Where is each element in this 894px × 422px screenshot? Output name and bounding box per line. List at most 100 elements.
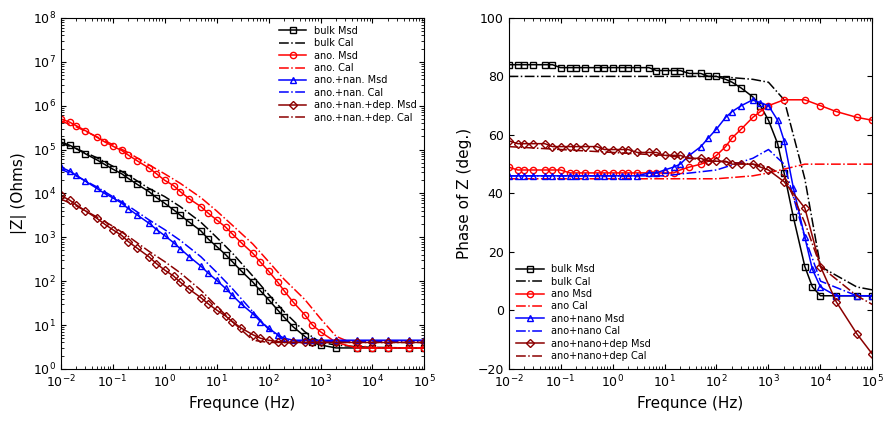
ano. Cal xyxy=(367,346,377,351)
ano Msd xyxy=(763,103,773,108)
ano+nano+dep Msd xyxy=(511,141,522,146)
bulk Msd xyxy=(331,346,342,351)
ano+nano+dep Msd xyxy=(564,144,575,149)
ano+nano Cal xyxy=(850,293,861,298)
ano.+nan.+dep. Msd xyxy=(91,216,102,221)
ano+nano Msd xyxy=(806,267,817,272)
ano.+nan.+dep. Msd xyxy=(99,222,110,227)
bulk Cal xyxy=(299,329,310,334)
ano+nano Msd xyxy=(519,173,529,179)
ano+nano Cal xyxy=(502,173,513,179)
bulk Cal xyxy=(606,74,617,79)
ano.+nan. Msd xyxy=(122,206,133,211)
bulk Cal xyxy=(174,204,185,209)
bulk Cal xyxy=(159,194,170,199)
ano.+nan. Cal xyxy=(299,339,310,344)
Line: bulk Cal: bulk Cal xyxy=(61,143,424,348)
ano Msd xyxy=(674,168,685,173)
bulk Cal xyxy=(778,97,789,102)
ano.+nan.+dep. Msd xyxy=(159,268,170,273)
bulk Msd xyxy=(195,228,206,233)
bulk Msd xyxy=(763,118,773,123)
ano.+nan.+dep. Msd xyxy=(211,308,222,313)
ano Msd xyxy=(668,170,679,176)
ano.+nan.+dep. Msd xyxy=(131,246,142,251)
ano Msd xyxy=(511,168,522,173)
ano.+nan. Cal xyxy=(71,173,81,179)
ano.+nan.+dep. Msd xyxy=(143,254,154,259)
ano.+nan.+dep. Cal xyxy=(248,338,258,343)
ano Msd xyxy=(866,118,877,123)
ano+nano+dep Msd xyxy=(631,150,642,155)
ano. Cal xyxy=(211,208,222,214)
ano.+nan. Cal xyxy=(211,270,222,275)
ano.+nan. Msd xyxy=(255,319,266,324)
ano+nano Msd xyxy=(798,235,809,240)
ano.+nan.+dep. Msd xyxy=(255,335,266,341)
ano. Msd xyxy=(279,288,290,293)
ano.+nan.+dep. Cal xyxy=(107,224,118,229)
bulk Msd xyxy=(546,62,557,67)
bulk Cal xyxy=(279,309,290,314)
ano.+nan.+dep. Msd xyxy=(107,227,118,232)
ano. Msd xyxy=(184,196,195,201)
bulk Cal xyxy=(711,74,721,79)
ano. Cal xyxy=(107,142,118,147)
bulk Msd xyxy=(122,176,133,181)
ano.+nan. Msd xyxy=(226,292,237,298)
ano+nano Msd xyxy=(746,97,757,102)
bulk Msd xyxy=(703,74,713,79)
ano.+nan. Msd xyxy=(403,338,414,343)
ano Msd xyxy=(643,170,654,176)
bulk Msd xyxy=(735,86,746,91)
ano. Msd xyxy=(71,123,81,128)
bulk Cal xyxy=(763,80,773,85)
ano.+nan.+dep. Cal xyxy=(263,340,274,345)
ano. Msd xyxy=(331,340,342,345)
ano.+nan.+dep. Msd xyxy=(272,339,283,344)
ano. Msd xyxy=(143,165,154,170)
ano. Msd xyxy=(203,211,214,216)
ano+nano Cal xyxy=(711,168,721,173)
ano. Msd xyxy=(255,260,266,265)
ano.+nan.+dep. Msd xyxy=(184,287,195,292)
bulk Cal xyxy=(351,344,362,349)
ano.+nan. Msd xyxy=(174,246,185,251)
ano. Cal xyxy=(403,346,414,351)
ano Cal xyxy=(502,176,513,181)
ano.+nan. Msd xyxy=(184,254,195,259)
bulk Msd xyxy=(726,80,737,85)
ano+nano Msd xyxy=(778,138,789,143)
bulk Msd xyxy=(746,95,757,100)
ano.+nan.+dep. Msd xyxy=(195,295,206,300)
bulk Msd xyxy=(579,65,590,70)
ano. Msd xyxy=(248,251,258,256)
ano Msd xyxy=(650,170,661,176)
bulk Msd xyxy=(606,65,617,70)
ano+nano+dep Msd xyxy=(778,179,789,184)
ano.+nan.+dep. Msd xyxy=(168,273,179,279)
bulk Cal xyxy=(55,141,66,146)
bulk Msd xyxy=(511,62,522,67)
ano+nano Msd xyxy=(606,173,617,179)
ano. Msd xyxy=(236,240,247,245)
X-axis label: Frequnce (Hz): Frequnce (Hz) xyxy=(190,396,295,411)
ano+nano Msd xyxy=(539,173,550,179)
ano+nano+dep Cal xyxy=(711,159,721,164)
ano.+nan. Cal xyxy=(403,339,414,344)
ano+nano+dep Cal xyxy=(866,302,877,307)
bulk Msd xyxy=(131,182,142,187)
ano+nano Msd xyxy=(720,115,730,120)
ano+nano+dep Cal xyxy=(814,264,825,269)
ano.+nan.+dep. Cal xyxy=(174,270,185,275)
bulk Cal xyxy=(143,186,154,191)
ano+nano Msd xyxy=(668,165,679,170)
ano. Msd xyxy=(99,139,110,144)
ano Msd xyxy=(850,115,861,120)
ano.+nan. Msd xyxy=(107,195,118,200)
ano Msd xyxy=(778,97,789,102)
bulk Msd xyxy=(806,284,817,289)
ano Msd xyxy=(579,170,590,176)
ano. Cal xyxy=(248,241,258,246)
bulk Cal xyxy=(263,292,274,297)
